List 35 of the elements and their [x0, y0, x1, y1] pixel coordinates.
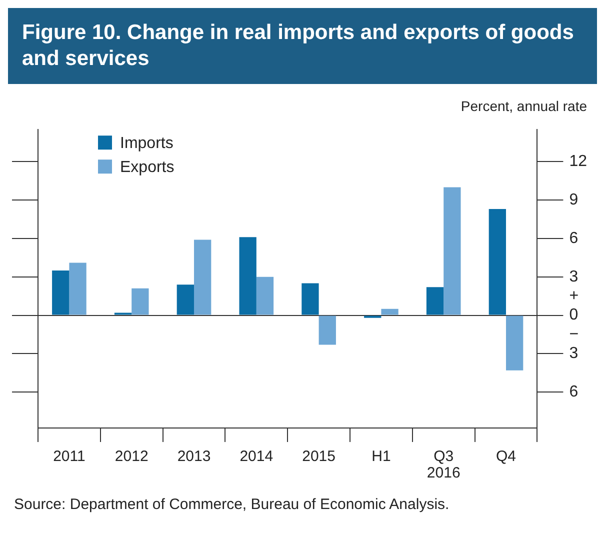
x-tick-label: Q3 — [434, 448, 454, 466]
legend-label: Imports — [120, 135, 174, 152]
x-tick-label: Q4 — [496, 448, 516, 466]
bar — [381, 308, 398, 315]
bar — [176, 284, 194, 315]
y-tick-label: 9 — [569, 191, 578, 208]
y-axis-title: Percent, annual rate — [460, 97, 588, 114]
x-tick-label: H1 — [372, 448, 391, 466]
bar — [506, 316, 524, 370]
text: 2016 — [426, 464, 460, 482]
bar — [444, 187, 461, 315]
y-tick-label: 6 — [569, 384, 578, 401]
bar — [52, 270, 70, 315]
x-tick-label: 2012 — [114, 448, 148, 466]
bar — [69, 262, 86, 315]
bar — [132, 288, 149, 315]
bar — [488, 209, 506, 315]
x-tick-label: 2011 — [53, 448, 86, 466]
source-note: Source: Department of Commerce, Bureau of Economic Analysis. — [13, 495, 450, 515]
x-tick-label: 2014 — [240, 448, 274, 466]
chart-title: Figure 10. Change in real imports and exports of goods and services — [8, 8, 597, 84]
x-tick-label: 2013 — [177, 448, 211, 466]
y-tick-label: 3 — [569, 268, 578, 286]
bar — [239, 237, 256, 315]
x-tick-label: 2015 — [302, 448, 336, 466]
y-tick-label: + 0 − — [569, 288, 579, 343]
y-tick-label: 12 — [569, 153, 588, 170]
y-tick-label: 3 — [569, 345, 578, 362]
y-tick-label: 6 — [569, 230, 578, 247]
legend-label: Exports — [120, 159, 174, 176]
bar — [302, 283, 319, 315]
bar — [426, 287, 444, 315]
bar — [318, 316, 336, 345]
bar — [194, 240, 212, 315]
bar — [256, 276, 274, 315]
